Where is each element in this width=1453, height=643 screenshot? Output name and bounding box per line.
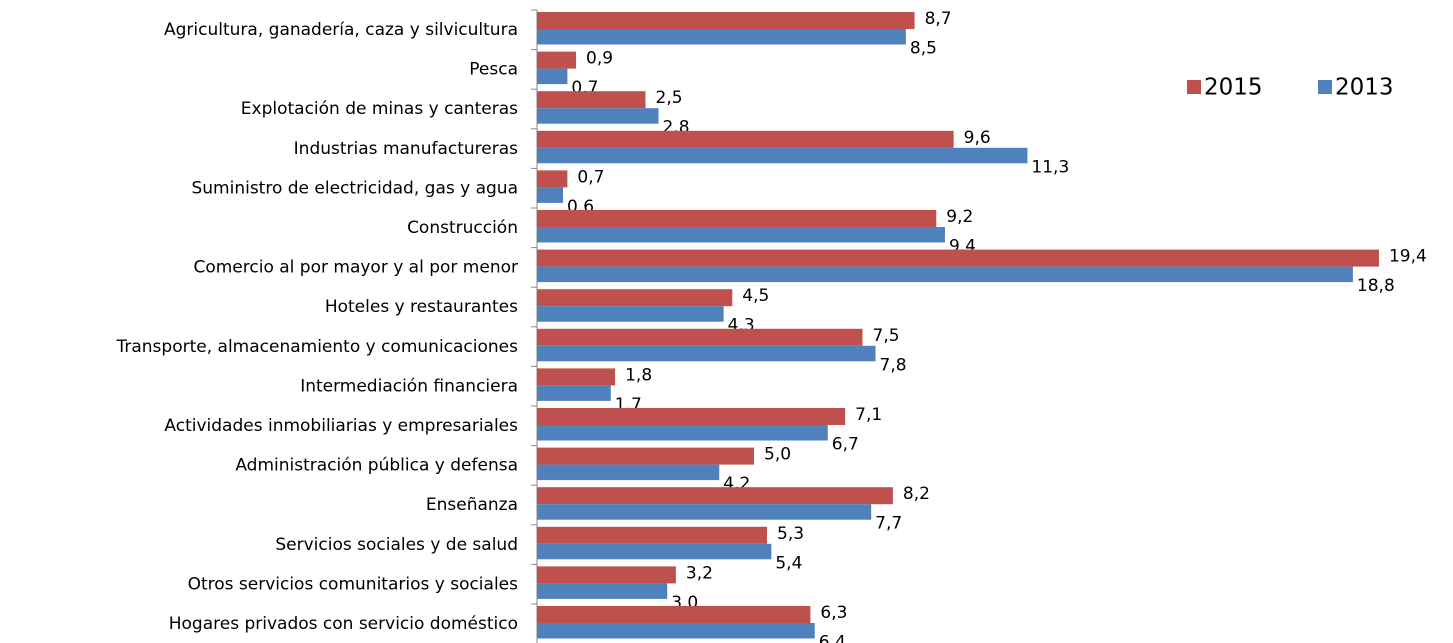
value-label: 5,0 (764, 445, 791, 465)
bar (537, 108, 659, 124)
bar (537, 385, 611, 401)
value-label: 7,5 (873, 326, 900, 346)
bar (537, 306, 724, 322)
value-label: 8,7 (925, 9, 952, 29)
value-label: 4,5 (742, 286, 769, 306)
bar (537, 51, 577, 69)
category-label: Suministro de electricidad, gas y agua (191, 178, 518, 198)
value-label: 11,3 (1031, 157, 1069, 177)
value-label: 2,5 (656, 88, 683, 108)
category-label: Agricultura, ganadería, caza y silvicult… (164, 20, 518, 40)
category-label: Transporte, almacenamiento y comunicacio… (115, 337, 518, 357)
category-label: Comercio al por mayor y al por menor (193, 258, 518, 278)
bar (537, 227, 945, 243)
bar (537, 623, 815, 639)
bar (537, 606, 811, 623)
category-label: Intermediación financiera (300, 376, 518, 396)
value-label: 7,8 (880, 355, 907, 375)
bar (537, 210, 937, 227)
legend-swatch (1187, 80, 1201, 94)
bar (537, 408, 846, 425)
value-label: 0,9 (586, 49, 613, 69)
category-label: Enseñanza (426, 495, 518, 515)
bar (537, 328, 863, 346)
bar (537, 566, 676, 584)
value-label: 5,3 (777, 524, 804, 544)
value-label: 7,7 (875, 514, 902, 534)
bar (537, 504, 872, 520)
category-label: Industrias manufactureras (294, 139, 518, 159)
category-label: Explotación de minas y canteras (241, 99, 518, 119)
bar (537, 130, 954, 148)
bar (537, 29, 906, 45)
value-label: 9,6 (964, 128, 991, 148)
bar (537, 464, 720, 481)
bar (537, 368, 616, 386)
bar (537, 345, 876, 362)
value-label: 3,2 (686, 563, 713, 583)
bar (537, 289, 733, 307)
bar (537, 91, 646, 109)
bar (537, 147, 1028, 164)
value-label: 9,2 (946, 207, 973, 227)
category-label: Construcción (407, 218, 518, 238)
legend-swatch (1318, 80, 1332, 94)
bar (537, 249, 1379, 267)
value-label: 0,7 (577, 167, 604, 187)
bar (537, 266, 1353, 283)
value-label: 6,3 (820, 603, 847, 623)
category-label: Hogares privados con servicio doméstico (169, 614, 518, 634)
category-label: Pesca (469, 60, 518, 80)
value-label: 19,4 (1389, 247, 1427, 267)
value-label: 7,1 (855, 405, 882, 425)
bar (537, 583, 668, 599)
category-label: Administración pública y defensa (235, 456, 518, 476)
legend-label: 2013 (1335, 75, 1394, 101)
bar (537, 447, 754, 465)
category-label: Hoteles y restaurantes (325, 297, 518, 317)
value-label: 8,2 (903, 484, 930, 504)
bar (537, 170, 568, 188)
bar (537, 68, 568, 85)
value-label: 6,4 (819, 633, 846, 643)
bar (537, 487, 893, 505)
bar (537, 425, 828, 441)
value-label: 18,8 (1357, 276, 1395, 296)
bar (537, 543, 772, 560)
category-label: Servicios sociales y de salud (275, 535, 518, 555)
category-label: Actividades inmobiliarias y empresariale… (164, 416, 518, 436)
value-label: 1,8 (625, 365, 652, 385)
value-label: 5,4 (775, 553, 802, 573)
value-label: 6,7 (832, 435, 859, 455)
category-label: Otros servicios comunitarios y sociales (188, 574, 519, 594)
bar (537, 526, 768, 544)
bar (537, 187, 564, 203)
value-label: 8,5 (910, 39, 937, 59)
bar (537, 12, 915, 29)
legend-label: 2015 (1204, 75, 1263, 101)
